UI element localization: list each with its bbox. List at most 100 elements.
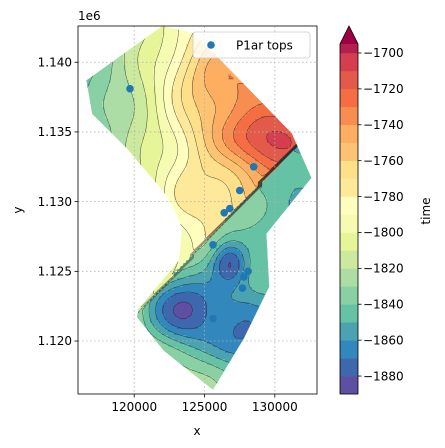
contour-cell: [192, 182, 196, 186]
contour-cell: [192, 188, 196, 192]
contour-cell: [153, 125, 157, 129]
contour-cell: [174, 308, 178, 312]
contour-cell: [111, 80, 115, 84]
contour-cell: [171, 296, 175, 300]
contour-cell: [150, 119, 154, 123]
contour-cell: [189, 191, 193, 195]
contour-cell: [165, 110, 169, 114]
contour-cell: [111, 71, 115, 75]
contour-cell: [198, 224, 202, 228]
contour-cell: [198, 167, 202, 171]
contour-cell: [108, 86, 112, 90]
contour-cell: [165, 191, 169, 195]
contour-cell: [153, 59, 157, 63]
contour-cell: [180, 308, 184, 312]
contour-cell: [177, 128, 181, 132]
contour-cell: [135, 101, 139, 105]
contour-cell: [195, 335, 199, 339]
contour-cell: [198, 89, 202, 93]
contour-cell: [111, 92, 115, 96]
contour-cell: [177, 359, 181, 363]
contour-cell: [171, 299, 175, 303]
contour-cell: [198, 248, 202, 252]
contour-cell: [192, 266, 196, 270]
contour-cell: [177, 89, 181, 93]
contour-cell: [102, 86, 106, 90]
contour-cell: [111, 128, 115, 132]
contour-cell: [147, 77, 151, 81]
contour-cell: [168, 314, 172, 318]
contour-cell: [90, 101, 94, 105]
contour-cell: [189, 65, 193, 69]
contour-cell: [195, 326, 199, 330]
contour-cell: [153, 131, 157, 135]
contour-cell: [180, 80, 184, 84]
contour-cell: [189, 335, 193, 339]
contour-cell: [195, 125, 199, 129]
contour-cell: [180, 197, 184, 201]
contour-cell: [165, 164, 169, 168]
contour-cell: [177, 71, 181, 75]
contour-cell: [198, 59, 202, 63]
contour-cell: [174, 353, 178, 357]
contour-cell: [198, 146, 202, 150]
contour-cell: [180, 344, 184, 348]
contour-cell: [192, 59, 196, 63]
contour-cell: [177, 314, 181, 318]
contour-cell: [162, 83, 166, 87]
contour-cell: [162, 53, 166, 57]
contour-cell: [111, 95, 115, 99]
contour-cell: [186, 56, 190, 60]
contour-cell: [180, 251, 184, 255]
contour-cell: [183, 173, 187, 177]
contour-cell: [108, 95, 112, 99]
contour-cell: [141, 146, 145, 150]
contour-cell: [183, 134, 187, 138]
contour-cell: [153, 62, 157, 66]
contour-cell: [168, 77, 172, 81]
contour-cell: [123, 113, 127, 117]
contour-cell: [183, 350, 187, 354]
contour-cell: [177, 53, 181, 57]
contour-cell: [162, 281, 166, 285]
contour-cell: [180, 263, 184, 267]
contour-cell: [117, 56, 121, 60]
contour-cell: [135, 50, 139, 54]
contour-cell: [147, 161, 151, 165]
contour-cell: [111, 116, 115, 120]
contour-cell: [162, 62, 166, 66]
contour-cell: [138, 41, 142, 45]
contour-cell: [195, 224, 199, 228]
contour-cell: [195, 179, 199, 183]
contour-cell: [126, 140, 130, 144]
contour-cell: [123, 86, 127, 90]
contour-cell: [174, 125, 178, 129]
contour-cell: [189, 128, 193, 132]
contour-cell: [186, 185, 190, 189]
contour-cell: [186, 296, 190, 300]
contour-cell: [129, 119, 133, 123]
contour-cell: [162, 179, 166, 183]
contour-cell: [165, 62, 169, 66]
contour-cell: [87, 89, 91, 93]
contour-cell: [138, 152, 142, 156]
contour-cell: [186, 89, 190, 93]
contour-cell: [168, 338, 172, 342]
contour-cell: [186, 365, 190, 369]
contour-cell: [111, 83, 115, 87]
contour-cell: [183, 35, 187, 39]
contour-cell: [177, 149, 181, 153]
contour-cell: [156, 128, 160, 132]
contour-cell: [180, 320, 184, 324]
contour-cell: [159, 110, 163, 114]
contour-cell: [138, 59, 142, 63]
contour-cell: [180, 215, 184, 219]
contour-cell: [129, 146, 133, 150]
contour-cell: [141, 68, 145, 72]
contour-cell: [186, 170, 190, 174]
contour-cell: [186, 341, 190, 345]
contour-cell: [186, 188, 190, 192]
contour-cell: [150, 317, 154, 321]
contour-cell: [120, 101, 124, 105]
contour-cell: [126, 65, 130, 69]
